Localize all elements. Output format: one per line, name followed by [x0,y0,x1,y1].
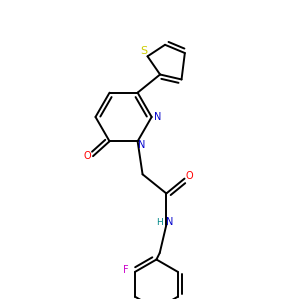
Text: N: N [166,217,173,227]
Text: N: N [154,112,161,122]
Text: N: N [138,140,145,150]
Text: S: S [140,46,147,56]
Text: F: F [123,265,129,275]
Text: O: O [83,151,91,161]
Text: O: O [186,171,193,181]
Text: H: H [156,218,163,227]
